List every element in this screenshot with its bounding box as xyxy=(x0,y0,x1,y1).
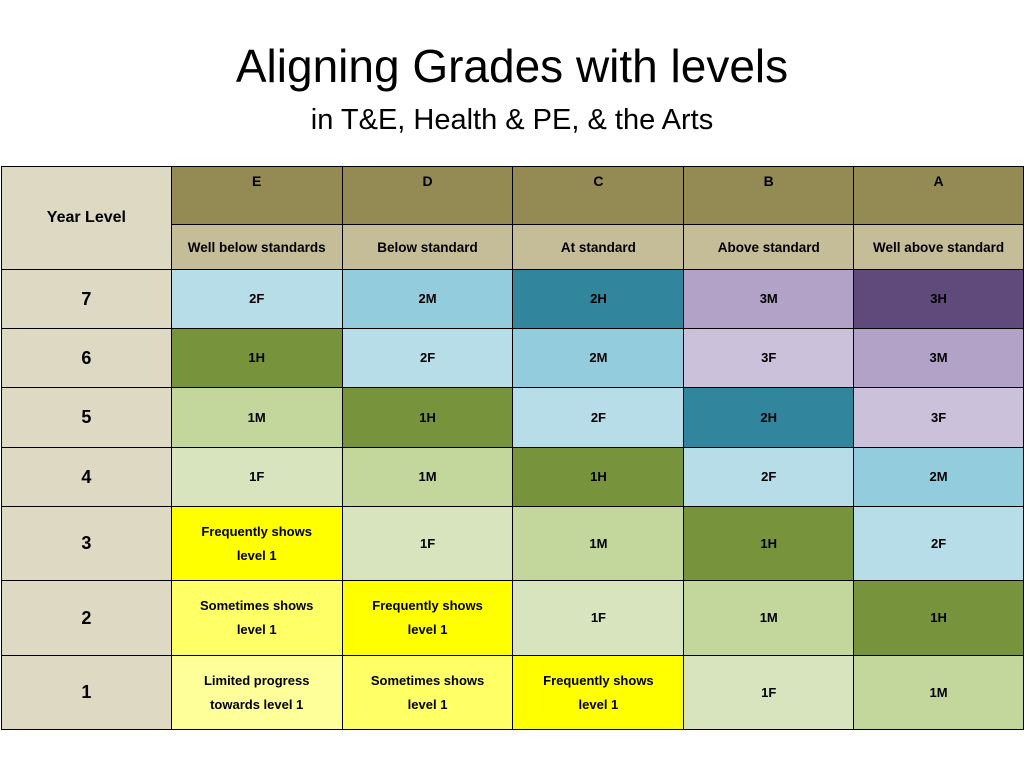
grade-cell: 2F xyxy=(683,447,855,507)
grade-cell: 1F xyxy=(512,580,685,656)
grade-cell: 3H xyxy=(853,269,1024,329)
grade-cell: 1H xyxy=(512,447,685,507)
grade-cell: Sometimes shows level 1 xyxy=(341,655,514,730)
grade-letter-a: A xyxy=(853,166,1024,225)
grade-letter-b: B xyxy=(683,166,855,225)
descriptor-e: Well below standards xyxy=(170,224,343,270)
grade-letter-d: D xyxy=(341,166,514,225)
slide-subtitle: in T&E, Health & PE, & the Arts xyxy=(310,104,714,136)
grade-cell: 1M xyxy=(853,655,1024,730)
grade-cell: 2H xyxy=(683,387,855,448)
year-level-cell: 5 xyxy=(1,387,172,448)
slide-title: Aligning Grades with levels xyxy=(235,40,789,92)
year-row-6: 6 1H 2F 2M 3F 3M xyxy=(1,328,1024,388)
grade-cell: 1M xyxy=(341,447,514,507)
year-level-header: Year Level xyxy=(1,166,172,270)
grade-cell: 3M xyxy=(683,269,855,329)
year-row-5: 5 1M 1H 2F 2H 3F xyxy=(1,387,1024,448)
grade-cell: 2F xyxy=(170,269,343,329)
year-row-3: 3 Frequently shows level 1 1F 1M 1H 2F xyxy=(1,506,1024,581)
year-row-7: 7 2F 2M 2H 3M 3H xyxy=(1,269,1024,329)
grade-cell: 2F xyxy=(512,387,685,448)
grade-cell: 3M xyxy=(853,328,1024,388)
grade-cell: 1H xyxy=(170,328,343,388)
year-row-2: 2 Sometimes shows level 1 Frequently shows… xyxy=(1,580,1024,656)
year-level-cell: 7 xyxy=(1,269,172,329)
grade-cell: 1M xyxy=(170,387,343,448)
grade-cell: 2M xyxy=(512,328,685,388)
grade-cell: 1F xyxy=(683,655,855,730)
grade-cell: Frequently shows level 1 xyxy=(170,506,343,581)
year-row-1: 1 Limited progress towards level 1 Sometim… xyxy=(1,655,1024,730)
grade-cell: 1H xyxy=(341,387,514,448)
grade-cell: 1H xyxy=(853,580,1024,656)
grade-cell: 1F xyxy=(341,506,514,581)
year-level-cell: 2 xyxy=(1,580,172,656)
grade-letter-e: E xyxy=(170,166,343,225)
year-level-cell: 1 xyxy=(1,655,172,730)
grade-cell: 1H xyxy=(683,506,855,581)
descriptor-d: Below standard xyxy=(341,224,514,270)
grade-cell: 2M xyxy=(853,447,1024,507)
grade-cell: 3F xyxy=(853,387,1024,448)
descriptor-b: Above standard xyxy=(683,224,855,270)
grade-cell: 1F xyxy=(170,447,343,507)
descriptor-row: Well below standards Below standard At s… xyxy=(2,224,1024,270)
grade-cell: 2F xyxy=(341,328,514,388)
letter-grade-row: Year Level E D C B A xyxy=(1,166,1024,270)
grade-level-table: Year Level E D C B A Well below standard… xyxy=(1,166,1024,730)
grade-cell: Frequently shows level 1 xyxy=(341,580,514,656)
grade-cell: 2H xyxy=(512,269,685,329)
year-level-cell: 3 xyxy=(1,506,172,581)
descriptor-c: At standard xyxy=(512,224,685,270)
grade-cell: 3F xyxy=(683,328,855,388)
grade-cell: 1M xyxy=(683,580,855,656)
year-level-cell: 4 xyxy=(1,447,172,507)
grade-cell: Sometimes shows level 1 xyxy=(170,580,343,656)
grade-cell: 2M xyxy=(341,269,514,329)
grade-cell: Frequently shows level 1 xyxy=(512,655,685,730)
year-level-cell: 6 xyxy=(1,328,172,388)
grade-cell: 1M xyxy=(512,506,685,581)
year-row-4: 4 1F 1M 1H 2F 2M xyxy=(1,447,1024,507)
descriptor-a: Well above standard xyxy=(853,224,1024,270)
grade-cell: 2F xyxy=(853,506,1024,581)
grade-letter-c: C xyxy=(512,166,685,225)
grade-cell: Limited progress towards level 1 xyxy=(170,655,343,730)
